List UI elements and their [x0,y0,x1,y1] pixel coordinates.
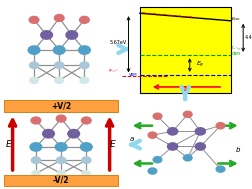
Circle shape [29,77,39,84]
Circle shape [54,142,68,152]
Text: $\Gamma_{O^2/H_2O}$: $\Gamma_{O^2/H_2O}$ [231,45,244,53]
Bar [4,175,118,186]
Text: a: a [130,136,134,142]
Circle shape [31,170,41,177]
Circle shape [78,45,91,55]
Circle shape [56,170,66,177]
Circle shape [167,142,178,151]
Text: $E$: $E$ [5,138,13,149]
Circle shape [55,114,67,123]
Circle shape [54,14,65,22]
Circle shape [54,61,65,69]
Circle shape [195,127,206,136]
Circle shape [81,156,92,164]
Circle shape [152,112,163,120]
Circle shape [183,154,193,162]
Bar [4,100,118,112]
Circle shape [79,77,89,84]
Circle shape [167,127,178,136]
Circle shape [30,116,41,125]
Circle shape [67,129,80,139]
Circle shape [54,77,64,84]
Text: $E_g$: $E_g$ [196,60,205,70]
Circle shape [29,61,39,69]
Circle shape [65,30,78,40]
Circle shape [147,167,158,175]
Text: 4.44eV: 4.44eV [244,35,252,40]
Circle shape [29,142,42,152]
Circle shape [28,16,40,24]
Circle shape [82,170,91,177]
Circle shape [40,30,53,40]
Text: $E$: $E$ [109,138,117,149]
Circle shape [30,156,41,164]
Circle shape [215,165,226,173]
Text: VBM: VBM [129,73,137,77]
Circle shape [56,156,67,164]
Circle shape [152,156,163,163]
Circle shape [80,142,93,152]
Circle shape [79,61,90,69]
Text: $\varphi_{H_2/H^+}$: $\varphi_{H_2/H^+}$ [108,68,120,75]
Circle shape [79,16,90,24]
Text: CBM: CBM [231,52,240,56]
Circle shape [147,131,158,139]
Text: b: b [236,147,240,153]
Circle shape [81,116,92,125]
Text: 5.67eV: 5.67eV [110,40,127,45]
Text: +V/2: +V/2 [51,101,71,110]
Circle shape [215,122,226,129]
Circle shape [183,111,193,118]
Circle shape [53,45,66,55]
Circle shape [27,45,41,55]
Circle shape [42,129,55,139]
Bar [140,7,231,93]
Circle shape [195,142,206,151]
Text: -V/2: -V/2 [53,176,69,185]
Text: $E_{vac}$: $E_{vac}$ [231,15,241,23]
Text: $\varepsilon$: $\varepsilon$ [183,86,187,93]
